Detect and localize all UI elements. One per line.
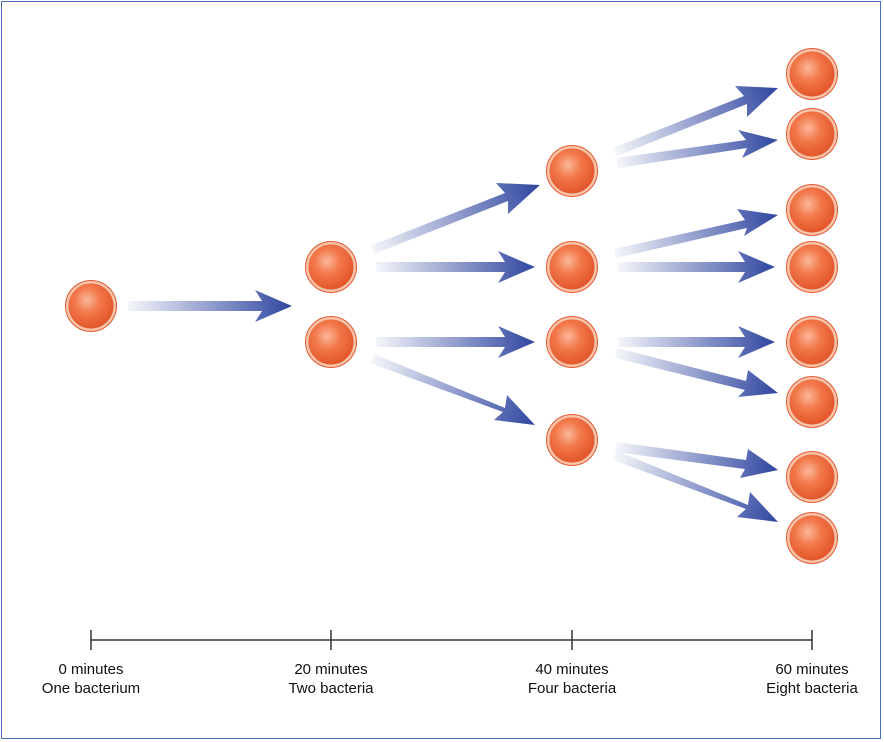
bacteria [65, 48, 838, 564]
count-label: One bacterium [41, 680, 141, 697]
time-label: 60 minutes [775, 661, 849, 678]
arrow-icon [615, 348, 778, 397]
bacterium-icon [546, 241, 598, 293]
arrow-icon [376, 326, 535, 358]
count-label: Eight bacteria [766, 680, 858, 697]
arrow-icon [613, 86, 778, 156]
arrow-icon [370, 354, 535, 425]
bacterium-icon [786, 48, 838, 100]
timeline-label-60: 60 minutes Eight bacteria [732, 660, 884, 698]
count-label: Four bacteria [527, 680, 617, 697]
bacterium-icon [546, 316, 598, 368]
timeline-label-20: 20 minutes Two bacteria [251, 660, 411, 698]
arrow-icon [376, 251, 535, 283]
bacterium-icon [786, 108, 838, 160]
timeline-label-40: 40 minutes Four bacteria [492, 660, 652, 698]
bacterium-icon [305, 241, 357, 293]
arrow-icon [614, 209, 778, 258]
bacterium-icon [546, 414, 598, 466]
count-label: Two bacteria [288, 680, 374, 697]
timeline-axis [90, 630, 813, 650]
division-arrows [128, 86, 778, 522]
bacterium-icon [65, 280, 117, 332]
bacterium-icon [546, 145, 598, 197]
bacterium-icon [305, 316, 357, 368]
time-label: 20 minutes [294, 661, 368, 678]
arrow-icon [615, 442, 778, 478]
arrow-icon [618, 326, 775, 358]
arrow-icon [128, 290, 292, 322]
bacterium-icon [786, 512, 838, 564]
arrow-icon [613, 451, 778, 522]
time-label: 40 minutes [535, 661, 609, 678]
timeline-label-0: 0 minutes One bacterium [11, 660, 171, 698]
bacterium-icon [786, 376, 838, 428]
arrow-icon [618, 251, 775, 283]
bacterium-icon [786, 184, 838, 236]
bacterium-icon [786, 451, 838, 503]
bacterium-icon [786, 241, 838, 293]
time-label: 0 minutes [58, 661, 124, 678]
arrow-icon [370, 183, 540, 254]
bacterium-icon [786, 316, 838, 368]
arrow-icon [616, 130, 778, 168]
